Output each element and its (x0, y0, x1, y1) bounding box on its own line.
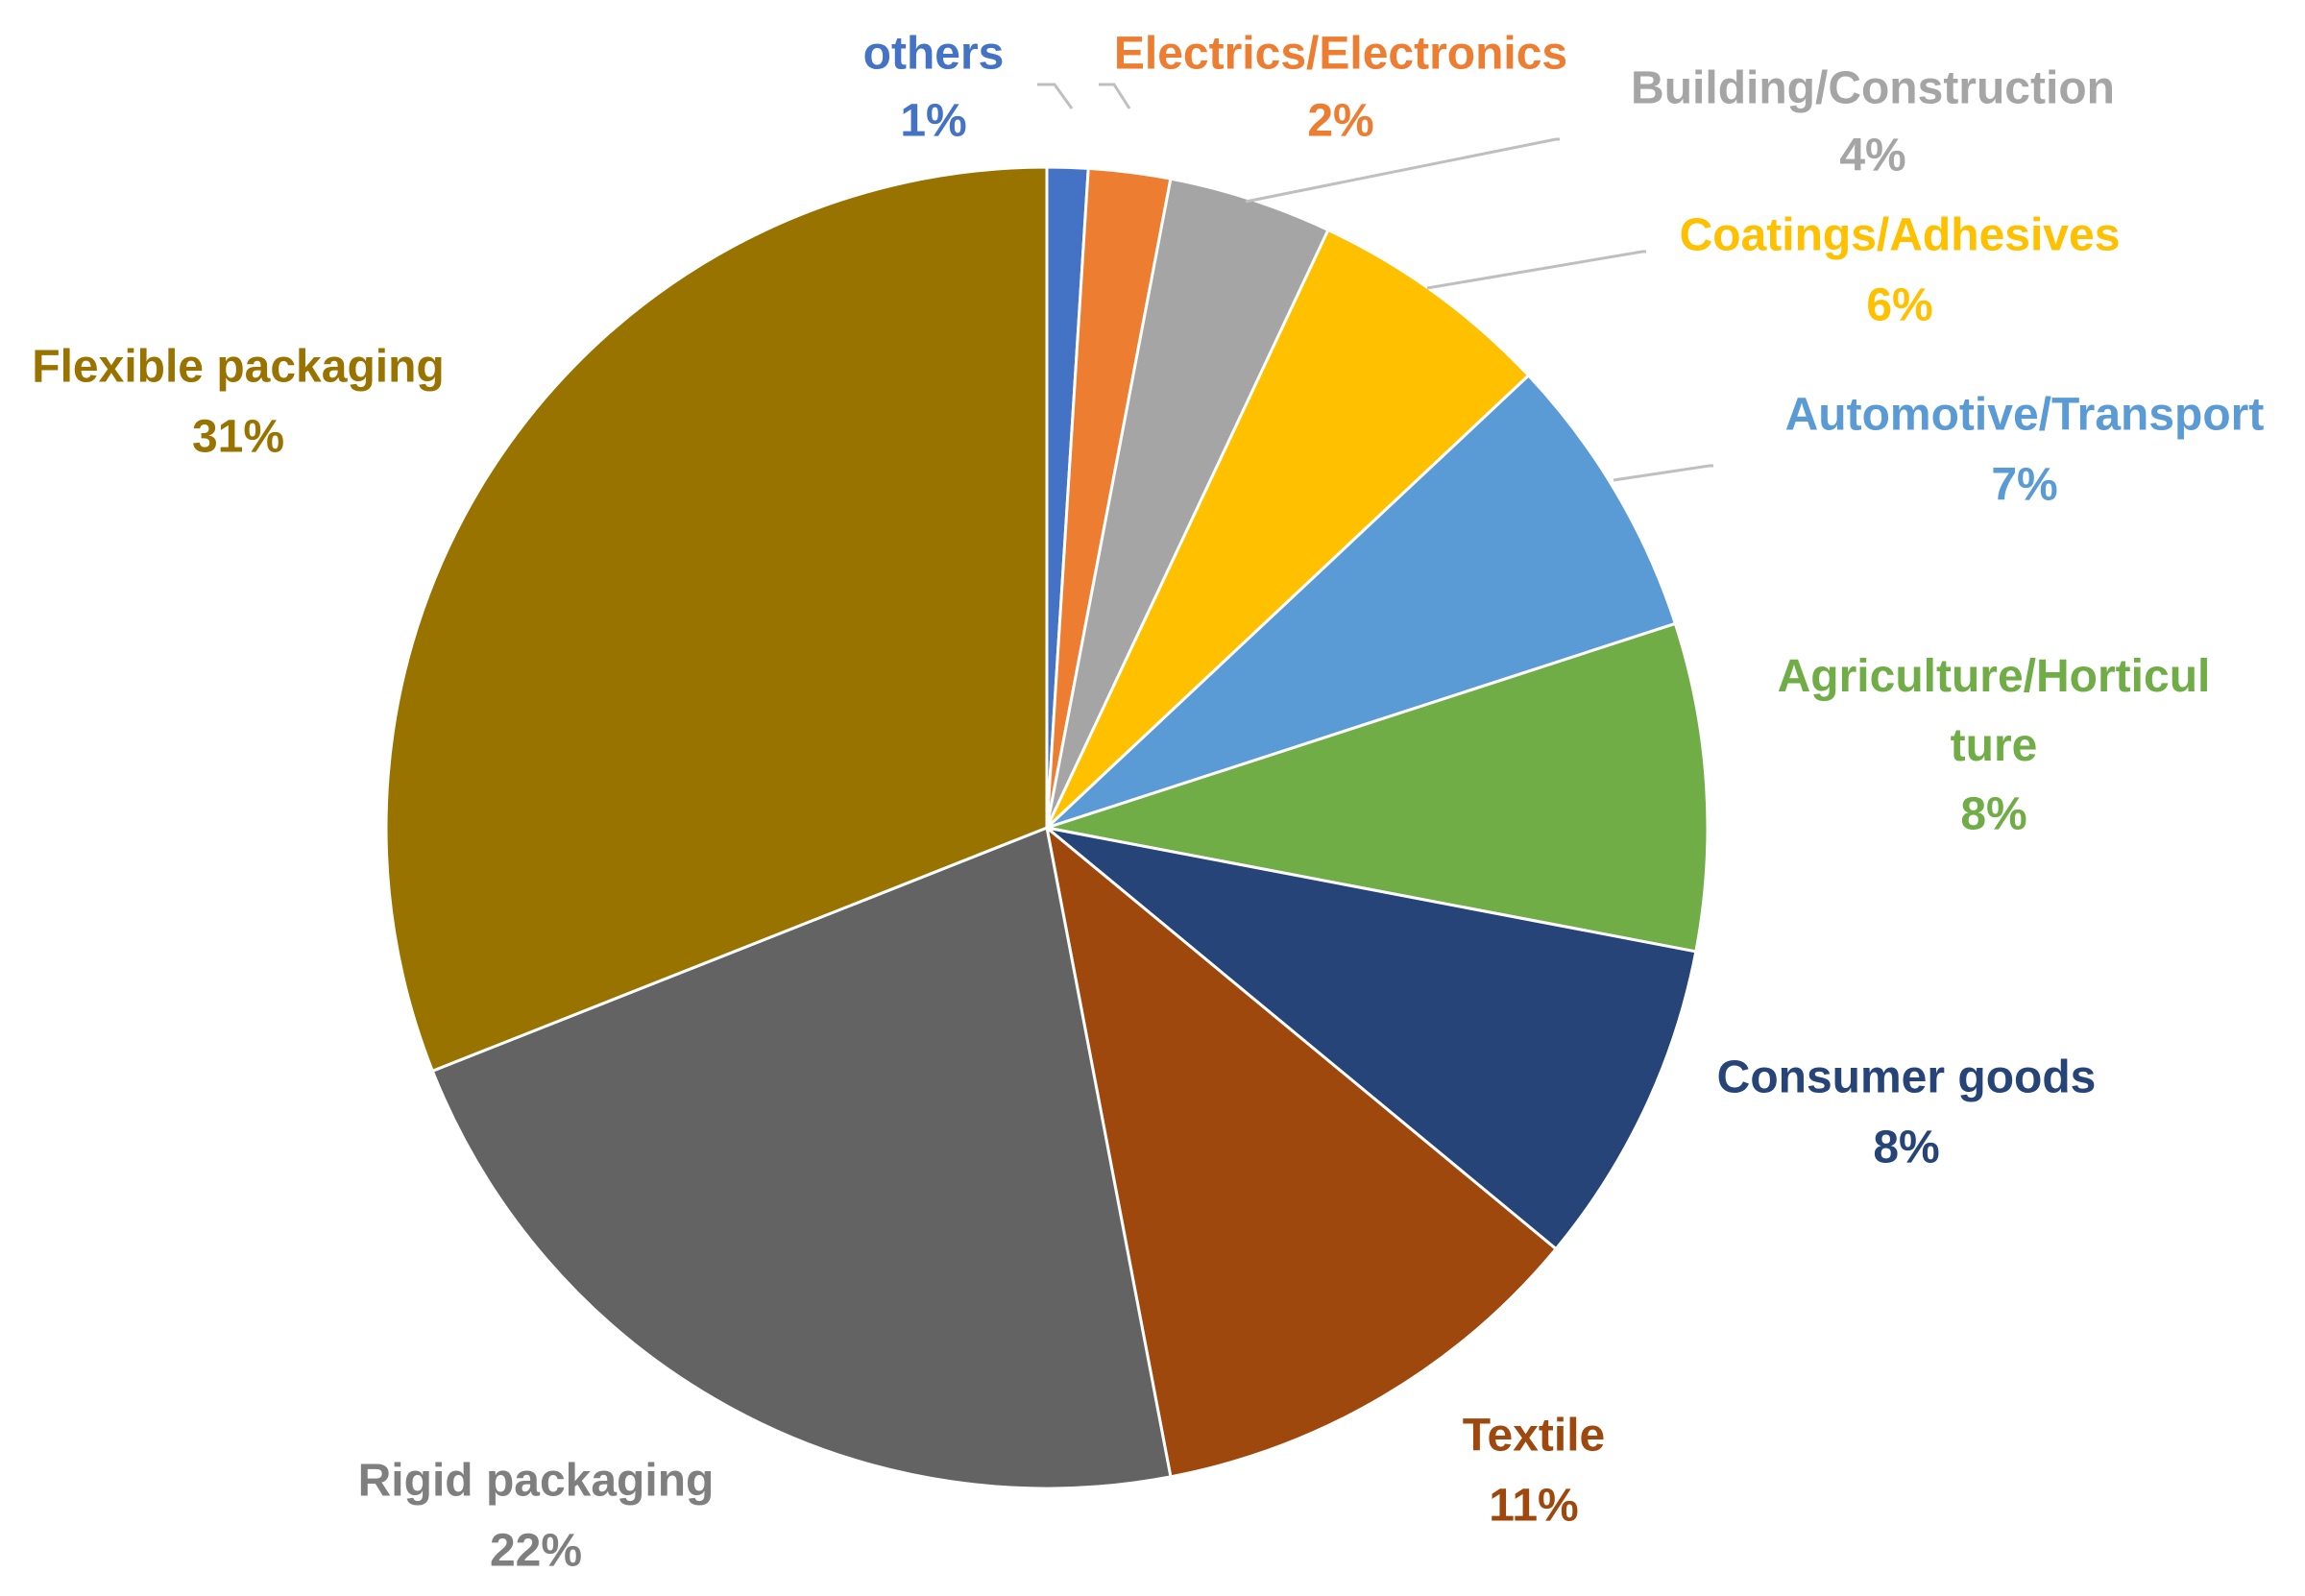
leader-line-building-construction (1245, 137, 1560, 204)
pie-slice-consumer-goods (1046, 826, 1698, 1251)
slice-value-textile: 11% (1489, 1481, 1578, 1532)
slice-label-flexible-packaging: Flexible packaging (32, 342, 444, 393)
slice-labels: others 1% Electrics/Electronics 2% Building/… (32, 29, 2264, 1577)
pie-slice-textile (1044, 824, 1559, 1479)
slice-label-textile: Textile (1463, 1411, 1606, 1462)
slice-value-flexible-packaging: 31% (192, 412, 284, 463)
slice-label-electrics-electronics: Electrics/Electronics (1114, 29, 1567, 80)
pie-slice-flexible-packaging (384, 165, 1049, 1074)
slice-label-coatings-adhesives: Coatings/Adhesives (1680, 210, 2121, 261)
leader-line-electrics-electronics (1099, 83, 1131, 109)
slice-value-coatings-adhesives: 6% (1866, 280, 1932, 331)
slice-label-building-construction: Building/Construction (1631, 63, 2115, 114)
leader-line-coatings-adhesives (1426, 250, 1646, 290)
leader-line-automotive-transport (1613, 464, 1713, 482)
leader-lines (1037, 83, 1713, 482)
pie-slice-automotive-transport (1045, 373, 1678, 830)
pie-slice-agriculture-horticul-ture (1046, 621, 1710, 954)
slice-label-automotive-transport: Automotive/Transport (1785, 390, 2265, 441)
slice-value-building-construction: 4% (1839, 131, 1905, 181)
slice-value-rigid-packaging: 22% (490, 1526, 582, 1577)
slice-value-electrics-electronics: 2% (1307, 96, 1373, 147)
leader-line-others (1037, 83, 1074, 109)
slice-value-automotive-transport: 7% (1991, 460, 2057, 511)
slice-value-others: 1% (900, 96, 966, 147)
pie-slice-rigid-packaging (430, 825, 1173, 1490)
pie-slices (384, 165, 1710, 1490)
slice-value-agriculture-horticul-ture: 8% (1960, 789, 2026, 840)
slice-value-consumer-goods: 8% (1873, 1123, 1939, 1173)
slice-label-rigid-packaging: Rigid packaging (358, 1456, 715, 1507)
slice-label-consumer-goods: Consumer goods (1717, 1052, 2097, 1103)
pie-slice-coatings-adhesives (1045, 228, 1531, 830)
slice-label-others: others (863, 29, 1005, 80)
slice-label-agriculture-horticul-ture: Agriculture/Horticul ture (1778, 651, 2211, 771)
